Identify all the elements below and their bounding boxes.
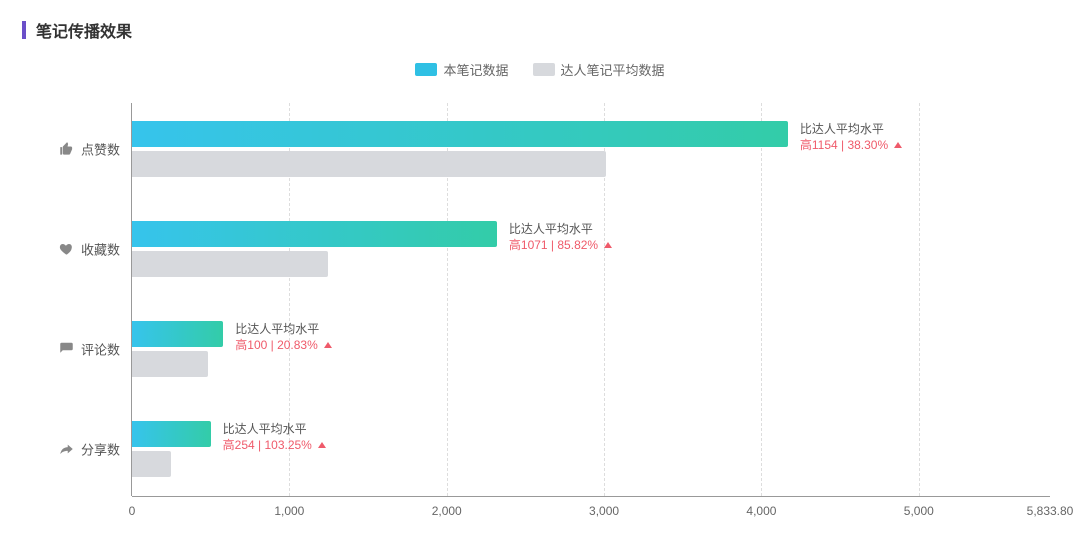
y-axis-label-text: 点赞数	[81, 140, 120, 159]
callout-line2: 高254 | 103.25%	[223, 437, 326, 453]
callout-line2: 高1154 | 38.30%	[800, 137, 902, 153]
arrow-up-icon	[318, 442, 326, 448]
bar-secondary-favorites[interactable]	[132, 251, 328, 277]
section-title: 笔记传播效果	[36, 18, 132, 42]
y-axis-label-text: 分享数	[81, 440, 120, 459]
callout-line2-text: 高1071 | 85.82%	[509, 238, 598, 252]
callout-line1: 比达人平均水平	[800, 121, 902, 137]
comment-icon	[59, 341, 75, 357]
y-axis-label-text: 评论数	[81, 340, 120, 359]
share-icon	[59, 441, 75, 457]
callout-line1: 比达人平均水平	[223, 421, 326, 437]
bar-primary-comments[interactable]	[132, 321, 223, 347]
arrow-up-icon	[324, 342, 332, 348]
chart-area: 01,0002,0003,0004,0005,0005,833.80点赞数比达人…	[22, 95, 1058, 525]
chart-legend: 本笔记数据 达人笔记平均数据	[0, 60, 1080, 79]
callout-line2-text: 高100 | 20.83%	[235, 338, 318, 352]
callout-line2-text: 高1154 | 38.30%	[800, 138, 888, 152]
x-axis-tick-label: 5,833.80	[1027, 504, 1074, 518]
y-axis-label-favorites: 收藏数	[22, 240, 132, 259]
y-axis-label-comments: 评论数	[22, 340, 132, 359]
legend-item-secondary[interactable]: 达人笔记平均数据	[533, 60, 665, 79]
legend-label-primary: 本笔记数据	[443, 60, 508, 79]
y-axis-label-text: 收藏数	[81, 240, 120, 259]
callout-line2: 高100 | 20.83%	[235, 337, 332, 353]
x-axis-tick-label: 4,000	[746, 504, 776, 518]
legend-label-secondary: 达人笔记平均数据	[561, 60, 665, 79]
y-axis-label-shares: 分享数	[22, 440, 132, 459]
bar-primary-likes[interactable]	[132, 121, 788, 147]
callout-likes: 比达人平均水平高1154 | 38.30%	[800, 121, 902, 153]
callout-favorites: 比达人平均水平高1071 | 85.82%	[509, 221, 612, 253]
heart-icon	[59, 241, 75, 257]
thumbs-up-icon	[59, 141, 75, 157]
callout-line1: 比达人平均水平	[509, 221, 612, 237]
bar-secondary-likes[interactable]	[132, 151, 606, 177]
callout-comments: 比达人平均水平高100 | 20.83%	[235, 321, 332, 353]
legend-item-primary[interactable]: 本笔记数据	[415, 60, 508, 79]
legend-swatch-primary	[415, 63, 437, 76]
bar-secondary-comments[interactable]	[132, 351, 208, 377]
bar-primary-favorites[interactable]	[132, 221, 497, 247]
x-axis-tick-label: 1,000	[274, 504, 304, 518]
x-axis-tick-label: 3,000	[589, 504, 619, 518]
callout-line1: 比达人平均水平	[235, 321, 332, 337]
y-axis-label-likes: 点赞数	[22, 140, 132, 159]
callout-line2: 高1071 | 85.82%	[509, 237, 612, 253]
x-axis-tick-label: 5,000	[904, 504, 934, 518]
chart-plot: 01,0002,0003,0004,0005,0005,833.80点赞数比达人…	[132, 103, 1050, 497]
legend-swatch-secondary	[533, 63, 555, 76]
bar-primary-shares[interactable]	[132, 421, 211, 447]
header-accent-marker	[22, 21, 26, 39]
x-axis-tick-label: 0	[129, 504, 136, 518]
bar-secondary-shares[interactable]	[132, 451, 171, 477]
gridline	[919, 103, 920, 496]
arrow-up-icon	[894, 142, 902, 148]
callout-shares: 比达人平均水平高254 | 103.25%	[223, 421, 326, 453]
x-axis-tick-label: 2,000	[432, 504, 462, 518]
section-header: 笔记传播效果	[0, 0, 1080, 50]
gridline	[761, 103, 762, 496]
callout-line2-text: 高254 | 103.25%	[223, 438, 312, 452]
arrow-up-icon	[604, 242, 612, 248]
